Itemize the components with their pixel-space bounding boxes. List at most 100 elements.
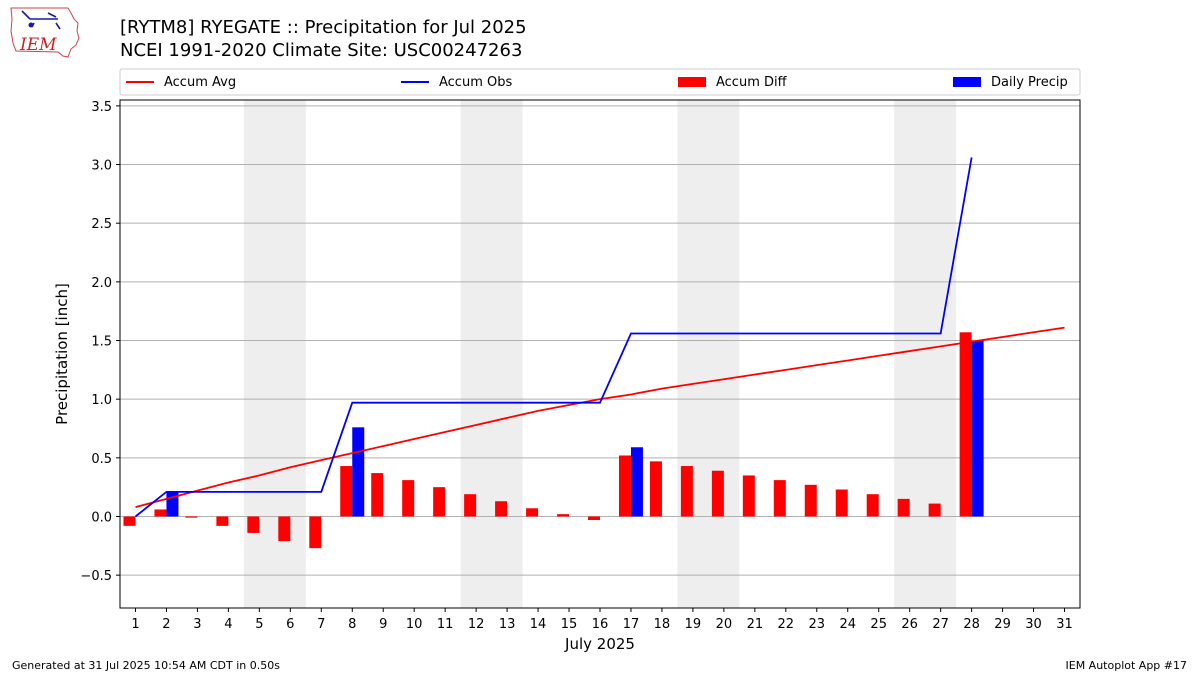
x-tick-label: 2	[162, 617, 170, 632]
accum-diff-bar	[433, 487, 446, 517]
daily-precip-bar	[630, 447, 643, 517]
station-dot-icon	[28, 22, 34, 28]
iem-logo: IEM	[10, 7, 80, 58]
x-tick-label: 23	[809, 617, 826, 632]
daily-precip-bar	[971, 340, 984, 517]
x-tick-label: 5	[255, 617, 263, 632]
y-tick-label: 1.5	[91, 335, 112, 350]
x-tick-label: 20	[716, 617, 733, 632]
x-tick-label: 25	[870, 617, 887, 632]
legend-label: Daily Precip	[991, 75, 1068, 90]
legend-label: Accum Diff	[716, 75, 788, 90]
weather-symbols-icon	[21, 10, 61, 30]
accum-diff-bar	[123, 516, 136, 526]
legend-label: Accum Avg	[164, 75, 236, 90]
chart-subtitle: NCEI 1991-2020 Climate Site: USC00247263	[120, 40, 523, 61]
x-tick-label: 4	[224, 617, 232, 632]
x-tick-label: 26	[901, 617, 918, 632]
footer-generated: Generated at 31 Jul 2025 10:54 AM CDT in…	[12, 659, 280, 672]
accum-diff-bar	[680, 466, 693, 517]
accum-diff-bar	[804, 484, 817, 517]
x-axis-label: July 2025	[564, 635, 635, 653]
legend-label: Accum Obs	[439, 75, 512, 90]
x-tick-label: 11	[437, 617, 454, 632]
x-tick-label: 3	[193, 617, 201, 632]
accum-diff-bar	[897, 498, 910, 517]
x-tick-label: 7	[317, 617, 325, 632]
y-tick-label: 2.5	[91, 217, 112, 232]
weekend-band	[677, 100, 740, 608]
accum-diff-bar	[928, 503, 941, 517]
x-tick-label: 22	[778, 617, 795, 632]
accum-diff-bar	[495, 501, 508, 517]
y-tick-label: 3.5	[91, 100, 112, 115]
x-axis: 1 2 3 4 5 6 7 8 9 10 11 12 13 14 15 16 17 18 19 20 21 22 23 24 2…	[131, 608, 1073, 632]
x-tick-label: 21	[747, 617, 764, 632]
weekend-bands	[243, 100, 957, 608]
logo-text: IEM	[19, 35, 57, 55]
y-axis-label: Precipitation [inch]	[53, 283, 71, 425]
x-tick-label: 8	[348, 617, 356, 632]
x-tick-label: 13	[499, 617, 516, 632]
accum-diff-bar	[835, 489, 848, 517]
accum-diff-bar	[185, 516, 198, 518]
x-tick-label: 30	[1025, 617, 1042, 632]
accum-diff-bar	[247, 516, 260, 533]
x-tick-label: 16	[592, 617, 609, 632]
legend-bar-swatch	[678, 77, 706, 87]
accum-diff-bar	[309, 516, 322, 549]
footer-app: IEM Autoplot App #17	[1065, 659, 1188, 672]
x-tick-label: 12	[468, 617, 485, 632]
x-tick-label: 19	[685, 617, 702, 632]
y-tick-label: −0.5	[80, 569, 112, 584]
accum-diff-bar	[649, 461, 662, 517]
y-axis: −0.5 0.0 0.5 1.0 1.5 2.0 2.5 3.0 3.5	[80, 100, 120, 584]
x-tick-label: 18	[654, 617, 671, 632]
iowa-outline-icon	[10, 7, 80, 58]
accum-diff-bar	[773, 480, 786, 517]
chart-title: [RYTM8] RYEGATE :: Precipitation for Jul…	[120, 17, 527, 38]
accum-diff-bar	[464, 494, 477, 517]
x-tick-label: 29	[994, 617, 1011, 632]
y-tick-label: 1.0	[91, 393, 112, 408]
x-tick-label: 17	[623, 617, 640, 632]
legend-frame	[119, 68, 1081, 96]
x-tick-label: 6	[286, 617, 294, 632]
x-tick-label: 31	[1056, 617, 1073, 632]
lines	[134, 157, 1065, 518]
x-tick-label: 10	[406, 617, 423, 632]
accum-diff-bar	[216, 516, 229, 526]
accum-diff-bar	[618, 455, 631, 517]
y-tick-label: 3.0	[91, 159, 112, 174]
x-tick-label: 28	[963, 617, 980, 632]
x-tick-label: 14	[530, 617, 547, 632]
accum-diff-bar	[742, 475, 755, 517]
accum-diff-bar	[154, 509, 167, 517]
weekend-band	[894, 100, 957, 608]
y-tick-label: 2.0	[91, 276, 112, 291]
accum-diff-bar	[340, 466, 353, 517]
accum-diff-bar	[588, 516, 600, 521]
legend-bar-swatch	[953, 77, 981, 87]
weekend-band	[460, 100, 523, 608]
x-tick-label: 27	[932, 617, 949, 632]
x-tick-label: 24	[839, 617, 856, 632]
daily-precip-bar	[352, 427, 365, 517]
accum-diff-bar	[526, 508, 539, 517]
y-tick-label: 0.5	[91, 452, 112, 467]
accum-diff-bar	[866, 494, 879, 517]
accum-diff-bar	[557, 514, 570, 517]
legend: Accum Avg Accum Obs Accum Diff Daily Precip	[119, 68, 1081, 96]
accum-diff-bar	[371, 473, 384, 517]
accum-diff-bar	[278, 516, 291, 542]
accum-diff-bar	[711, 470, 724, 517]
accum-avg-line	[135, 326, 1065, 508]
x-tick-label: 9	[379, 617, 387, 632]
accum-diff-bar	[402, 480, 415, 517]
accum-obs-line	[134, 157, 973, 518]
accum-diff-bar	[959, 332, 972, 517]
y-tick-label: 0.0	[91, 510, 112, 525]
bars	[123, 332, 984, 549]
x-tick-label: 1	[131, 617, 139, 632]
